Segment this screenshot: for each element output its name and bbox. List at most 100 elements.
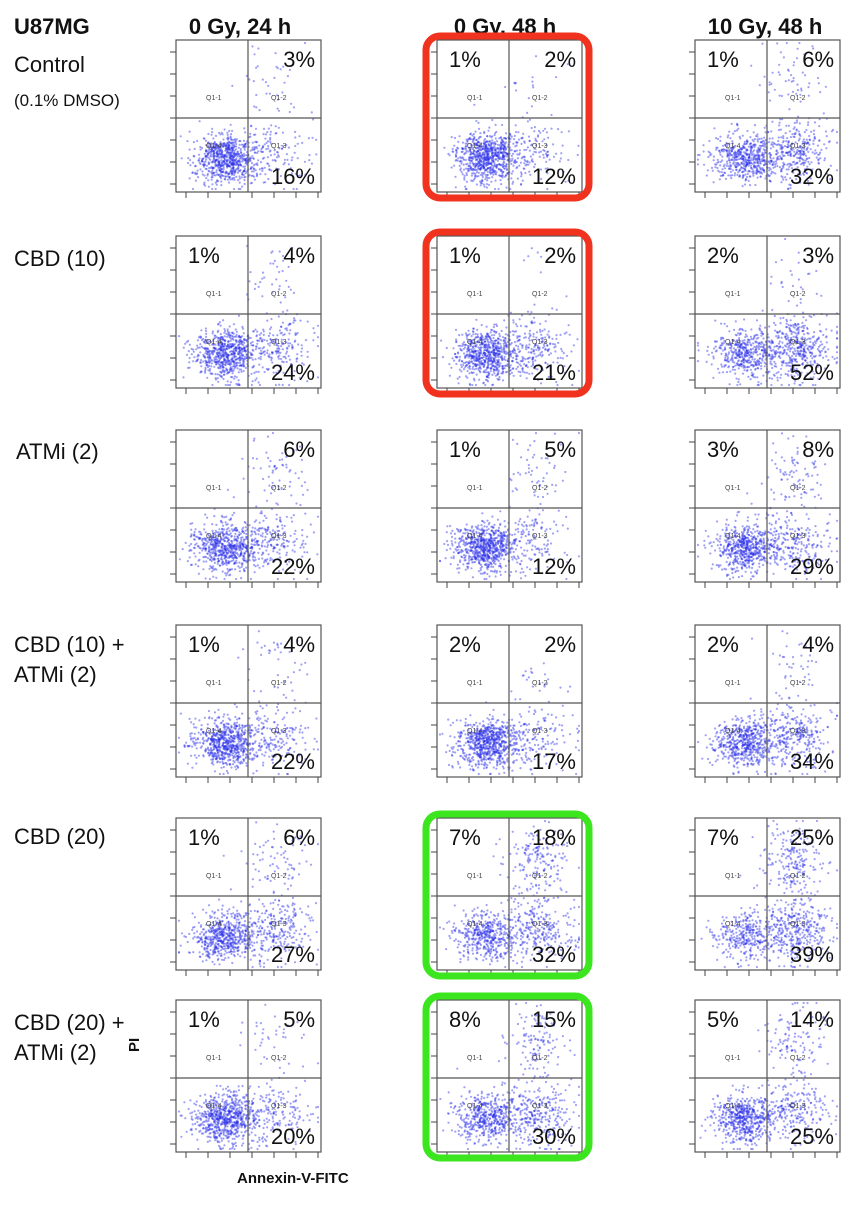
event-dot — [506, 159, 509, 162]
event-dot — [736, 346, 739, 349]
event-dot — [197, 354, 200, 357]
event-dot — [199, 145, 202, 149]
event-dot — [494, 158, 497, 161]
event-dot — [779, 322, 782, 325]
event-dot — [487, 183, 491, 186]
event-dot — [215, 169, 218, 172]
event-dot — [252, 157, 255, 160]
event-dot — [750, 154, 754, 157]
event-dot — [528, 343, 531, 346]
event-dot — [514, 145, 517, 148]
event-dot — [207, 359, 210, 362]
event-dot — [816, 76, 820, 80]
event-dot — [241, 160, 244, 163]
event-dot — [460, 157, 463, 160]
event-dot — [223, 342, 226, 345]
event-dot — [281, 91, 284, 94]
event-dot — [495, 352, 498, 355]
event-dot — [254, 358, 257, 361]
event-dot — [252, 364, 255, 367]
event-dot — [522, 259, 526, 262]
event-dot — [232, 176, 236, 179]
event-dot — [491, 118, 494, 122]
event-dot — [456, 159, 459, 162]
event-dot — [493, 145, 496, 148]
event-dot — [201, 339, 204, 342]
event-dot — [260, 167, 263, 170]
event-dot — [258, 363, 261, 366]
event-dot — [808, 134, 811, 138]
event-dot — [802, 138, 805, 141]
event-dot — [477, 156, 480, 159]
event-dot — [266, 140, 270, 143]
event-dot — [280, 331, 283, 334]
event-dot — [740, 166, 743, 169]
event-dot — [533, 352, 536, 355]
event-dot — [516, 336, 519, 339]
event-dot — [493, 134, 496, 137]
event-dot — [217, 160, 220, 163]
event-dot — [261, 167, 264, 170]
event-dot — [242, 143, 245, 146]
event-dot — [211, 330, 214, 333]
event-dot — [757, 146, 760, 149]
event-dot — [722, 150, 725, 153]
event-dot — [780, 175, 783, 178]
event-dot — [256, 163, 259, 167]
event-dot — [803, 131, 806, 134]
event-dot — [763, 140, 766, 143]
event-dot — [770, 383, 773, 387]
event-dot — [198, 153, 201, 156]
event-dot — [480, 346, 483, 349]
event-dot — [296, 157, 299, 160]
event-dot — [512, 164, 515, 167]
event-dot — [481, 175, 484, 179]
event-dot — [230, 345, 233, 348]
event-dot — [752, 156, 755, 159]
event-dot — [214, 187, 217, 191]
event-dot — [224, 175, 227, 178]
event-dot — [473, 368, 476, 371]
event-dot — [739, 163, 742, 166]
event-dot — [504, 174, 508, 177]
event-dot — [287, 146, 290, 149]
event-dot — [267, 127, 270, 130]
event-dot — [467, 354, 471, 357]
event-dot — [526, 111, 529, 114]
event-dot — [255, 370, 258, 373]
event-dot — [723, 171, 726, 174]
event-dot — [220, 354, 223, 357]
event-dot — [260, 349, 263, 352]
event-dot — [501, 350, 504, 354]
event-dot — [202, 157, 205, 160]
event-dot — [520, 137, 523, 140]
event-dot — [505, 168, 508, 172]
event-dot — [798, 122, 801, 125]
event-dot — [224, 178, 227, 181]
event-dot — [726, 162, 729, 165]
event-dot — [238, 368, 241, 371]
upper-left-percent: 1% — [707, 47, 739, 72]
event-dot — [478, 357, 481, 360]
event-dot — [536, 346, 540, 349]
event-dot — [494, 342, 497, 345]
event-dot — [572, 344, 575, 347]
event-dot — [491, 383, 494, 387]
event-dot — [498, 150, 501, 153]
event-dot — [270, 326, 273, 329]
event-dot — [820, 148, 823, 151]
event-dot — [706, 169, 709, 172]
event-dot — [501, 172, 504, 175]
event-dot — [227, 181, 231, 184]
event-dot — [722, 173, 725, 176]
event-dot — [224, 172, 227, 175]
event-dot — [532, 86, 535, 89]
event-dot — [217, 380, 220, 383]
event-dot — [285, 352, 288, 355]
event-dot — [749, 151, 753, 154]
event-dot — [297, 343, 300, 346]
event-dot — [209, 155, 212, 158]
event-dot — [225, 144, 228, 147]
event-dot — [216, 154, 219, 158]
quadrant-label: Q1-1 — [206, 95, 222, 102]
